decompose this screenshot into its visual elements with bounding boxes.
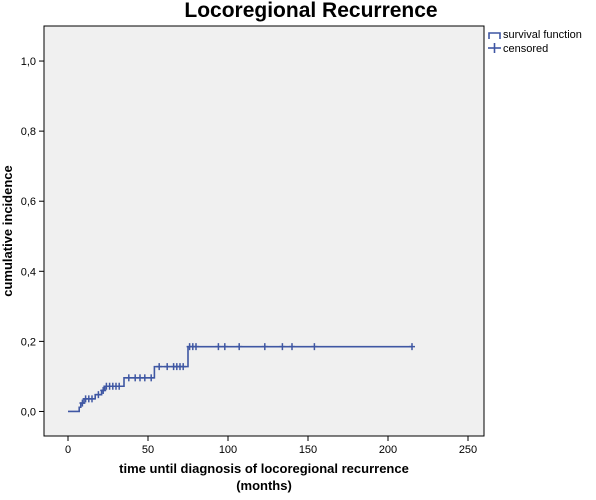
censored-mark [261, 343, 268, 351]
y-tick-label: 0,0 [21, 406, 36, 418]
censored-mark [79, 399, 86, 407]
x-tick-label: 0 [65, 444, 71, 456]
censored-mark [215, 343, 222, 351]
censored-mark [164, 363, 171, 371]
x-tick-label: 100 [219, 444, 237, 456]
plot-area [43, 25, 485, 437]
censored-mark [89, 395, 95, 403]
x-axis-label-line1: time until diagnosis of locoregional rec… [119, 461, 409, 476]
censored-mark [279, 343, 286, 351]
legend: survival function censored [488, 29, 582, 55]
legend-survival-label: survival function [503, 29, 582, 41]
censored-mark [141, 374, 148, 382]
x-axis-label-line2: (months) [236, 478, 292, 493]
x-tick-label: 250 [459, 444, 477, 456]
legend-censored-label: censored [503, 43, 548, 55]
y-axis-label: cumulative incidence [0, 165, 15, 297]
censored-mark [193, 343, 199, 351]
x-tick-label: 50 [142, 444, 154, 456]
legend-censored-symbol [488, 43, 501, 53]
y-tick-label: 0,8 [21, 126, 36, 138]
censored-mark [311, 343, 318, 351]
chart-title: Locoregional Recurrence [184, 0, 437, 22]
survival-function-line [68, 345, 412, 413]
censored-mark [156, 363, 163, 371]
series-layer [68, 343, 415, 413]
legend-survival-symbol [488, 32, 501, 39]
censored-mark [180, 363, 187, 371]
y-tick-label: 0,2 [21, 336, 36, 348]
y-axis: 0,0 0,2 0,4 0,6 0,8 1,0 [21, 56, 44, 418]
x-tick-label: 150 [299, 444, 317, 456]
x-tick-label: 200 [379, 444, 397, 456]
censored-mark [148, 374, 155, 382]
censored-mark [221, 343, 228, 351]
censored-mark [236, 343, 243, 351]
censored-mark [409, 343, 415, 351]
y-tick-label: 0,4 [21, 266, 36, 278]
y-tick-label: 1,0 [21, 56, 36, 68]
x-axis: 0 50 100 150 200 250 [65, 436, 477, 456]
censored-mark [95, 391, 102, 399]
censored-mark [289, 343, 295, 351]
censored-mark [100, 386, 107, 394]
y-tick-label: 0,6 [21, 196, 36, 208]
censored-mark [116, 382, 123, 390]
censored-mark [125, 374, 132, 382]
